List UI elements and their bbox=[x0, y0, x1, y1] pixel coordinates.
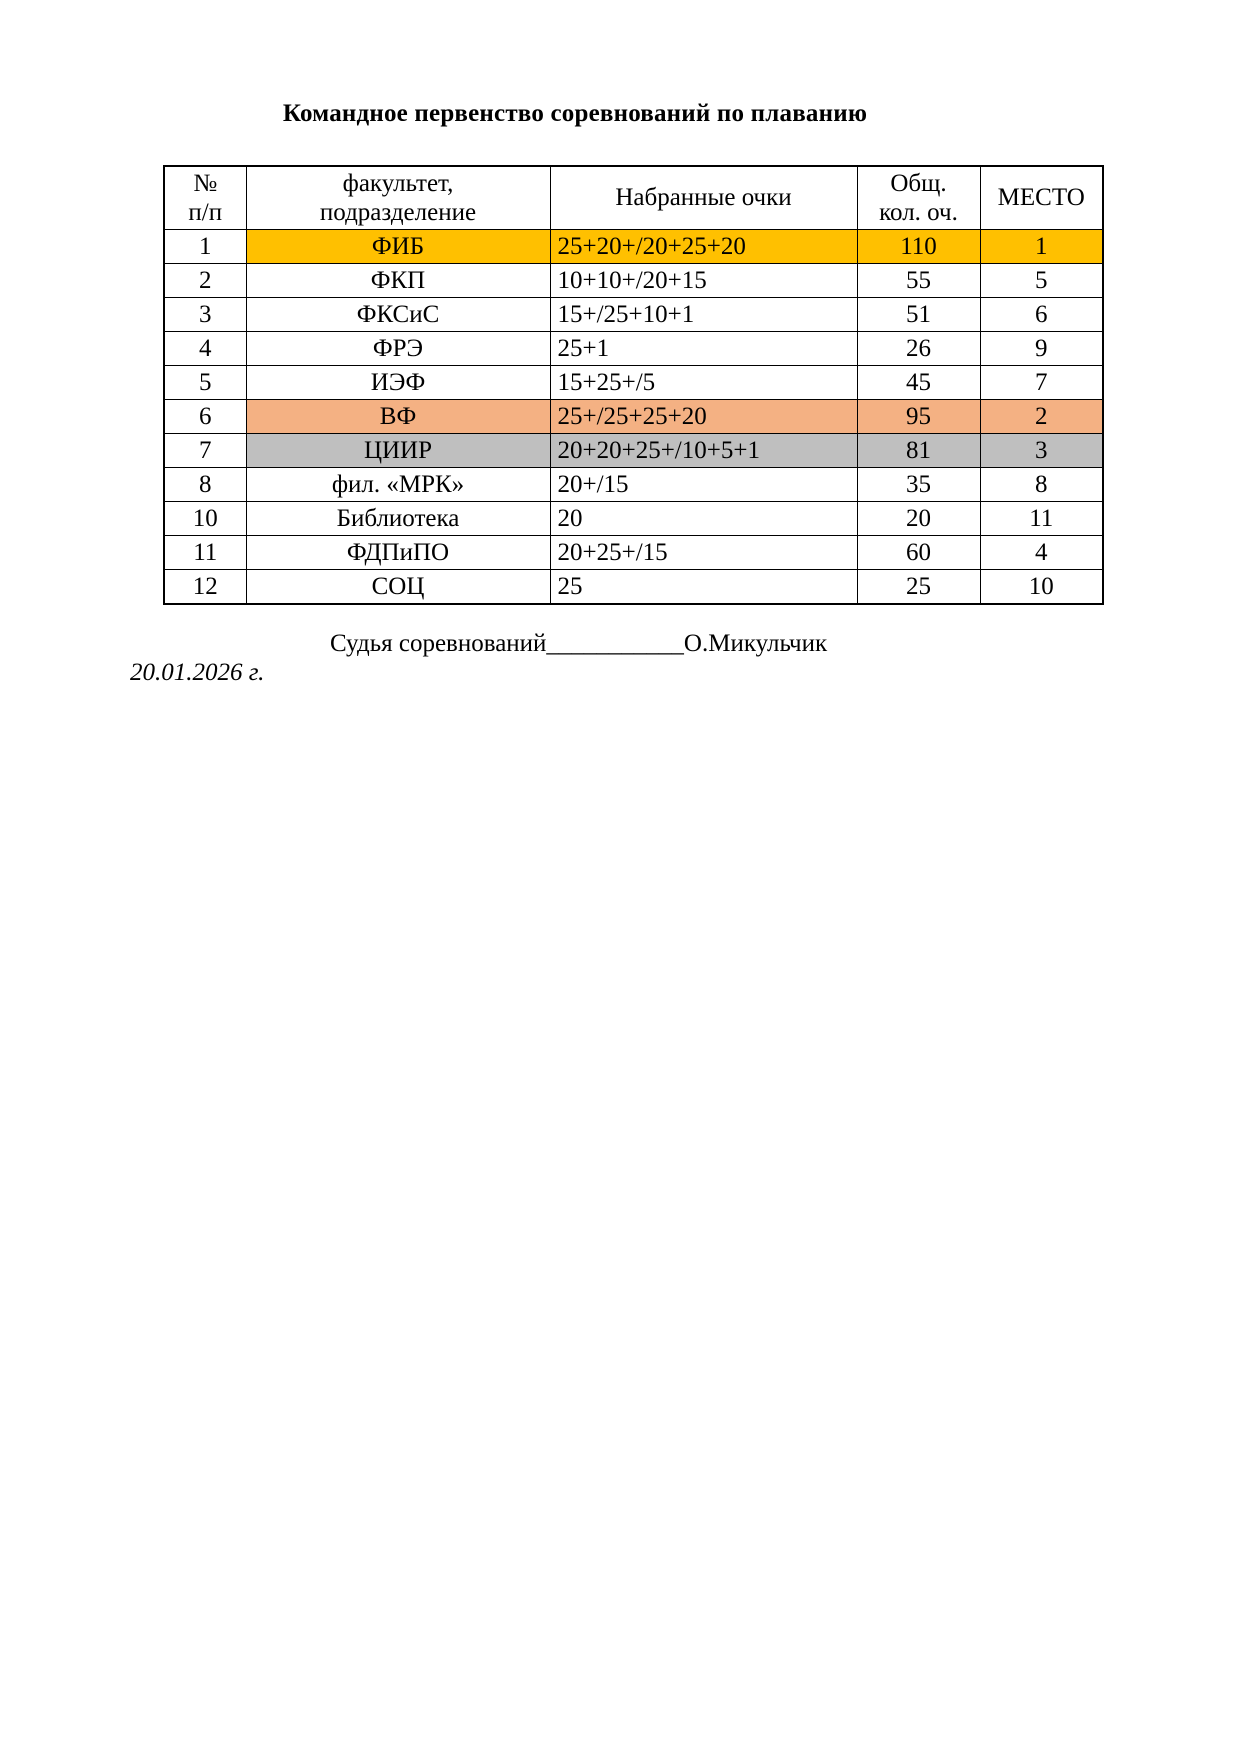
place-cell: 8 bbox=[979, 467, 1104, 502]
faculty-cell: Библиотека bbox=[245, 501, 551, 536]
place-cell: 6 bbox=[979, 297, 1104, 332]
table-row: 12 СОЦ 25 25 10 bbox=[163, 569, 1104, 605]
faculty-cell: ФКСиС bbox=[245, 297, 551, 332]
col-header-total-line1: Общ. bbox=[890, 169, 947, 197]
row-num-cell: 3 bbox=[163, 297, 247, 332]
total-cell: 20 bbox=[856, 501, 981, 536]
total-cell: 26 bbox=[856, 331, 981, 366]
points-cell: 15+/25+10+1 bbox=[549, 297, 858, 332]
table-row: 8 фил. «МРК» 20+/15 35 8 bbox=[163, 467, 1104, 502]
row-num-cell: 8 bbox=[163, 467, 247, 502]
page-title: Командное первенство соревнований по пла… bbox=[282, 100, 868, 127]
row-num-cell: 6 bbox=[163, 399, 247, 434]
faculty-cell: ЦИИР bbox=[245, 433, 551, 468]
table-row: 1 ФИБ 25+20+/20+25+20 110 1 bbox=[163, 229, 1104, 264]
place-cell: 11 bbox=[979, 501, 1104, 536]
faculty-cell: ИЭФ bbox=[245, 365, 551, 400]
table-row: 10 Библиотека 20 20 11 bbox=[163, 501, 1104, 536]
points-cell: 25+20+/20+25+20 bbox=[549, 229, 858, 264]
place-cell: 7 bbox=[979, 365, 1104, 400]
row-num-cell: 4 bbox=[163, 331, 247, 366]
col-header-total: Общ. кол. оч. bbox=[856, 165, 981, 230]
faculty-cell: ФКП bbox=[245, 263, 551, 298]
header-row: № п/п факультет, подразделение Набранные… bbox=[163, 165, 1104, 230]
row-num-cell: 12 bbox=[163, 569, 247, 605]
total-cell: 35 bbox=[856, 467, 981, 502]
table-row: 6 ВФ 25+/25+25+20 95 2 bbox=[163, 399, 1104, 434]
faculty-cell: ФИБ bbox=[245, 229, 551, 264]
results-table: № п/п факультет, подразделение Набранные… bbox=[163, 165, 1104, 605]
faculty-cell: ФДПиПО bbox=[245, 535, 551, 570]
faculty-cell: ВФ bbox=[245, 399, 551, 434]
total-cell: 81 bbox=[856, 433, 981, 468]
points-cell: 20+/15 bbox=[549, 467, 858, 502]
place-cell: 1 bbox=[979, 229, 1104, 264]
table-row: 7 ЦИИР 20+20+25+/10+5+1 81 3 bbox=[163, 433, 1104, 468]
row-num-cell: 10 bbox=[163, 501, 247, 536]
table-row: 4 ФРЭ 25+1 26 9 bbox=[163, 331, 1104, 366]
col-header-faculty: факультет, подразделение bbox=[245, 165, 551, 230]
judge-signature-line: Судья соревнований___________О.Микульчик bbox=[330, 630, 828, 657]
place-cell: 4 bbox=[979, 535, 1104, 570]
col-header-faculty-line2: подразделение bbox=[319, 199, 477, 226]
points-cell: 25+/25+25+20 bbox=[549, 399, 858, 434]
points-cell: 20+25+/15 bbox=[549, 535, 858, 570]
total-cell: 45 bbox=[856, 365, 981, 400]
row-num-cell: 2 bbox=[163, 263, 247, 298]
place-cell: 3 bbox=[979, 433, 1104, 468]
total-cell: 110 bbox=[856, 229, 981, 264]
faculty-cell: СОЦ bbox=[245, 569, 551, 605]
col-header-place: МЕСТО bbox=[979, 165, 1104, 230]
points-cell: 20 bbox=[549, 501, 858, 536]
col-header-points: Набранные очки bbox=[549, 165, 858, 230]
total-cell: 25 bbox=[856, 569, 981, 605]
faculty-cell: фил. «МРК» bbox=[245, 467, 551, 502]
row-num-cell: 7 bbox=[163, 433, 247, 468]
col-header-num: № п/п bbox=[163, 165, 247, 230]
points-cell: 10+10+/20+15 bbox=[549, 263, 858, 298]
row-num-cell: 1 bbox=[163, 229, 247, 264]
col-header-num-line1: № bbox=[193, 169, 218, 197]
table-row: 2 ФКП 10+10+/20+15 55 5 bbox=[163, 263, 1104, 298]
total-cell: 60 bbox=[856, 535, 981, 570]
faculty-cell: ФРЭ bbox=[245, 331, 551, 366]
col-header-faculty-line1: факультет, bbox=[342, 169, 454, 197]
points-cell: 15+25+/5 bbox=[549, 365, 858, 400]
total-cell: 55 bbox=[856, 263, 981, 298]
total-cell: 51 bbox=[856, 297, 981, 332]
total-cell: 95 bbox=[856, 399, 981, 434]
table-row: 11 ФДПиПО 20+25+/15 60 4 bbox=[163, 535, 1104, 570]
place-cell: 5 bbox=[979, 263, 1104, 298]
row-num-cell: 5 bbox=[163, 365, 247, 400]
row-num-cell: 11 bbox=[163, 535, 247, 570]
table-row: 3 ФКСиС 15+/25+10+1 51 6 bbox=[163, 297, 1104, 332]
table-body: 1 ФИБ 25+20+/20+25+20 110 1 2 ФКП 10+10+/20+15 5… bbox=[163, 229, 1104, 605]
table-row: 5 ИЭФ 15+25+/5 45 7 bbox=[163, 365, 1104, 400]
col-header-total-line2: кол. оч. bbox=[879, 199, 958, 226]
col-header-num-line2: п/п bbox=[188, 199, 223, 226]
date-line: 20.01.2026 г. bbox=[130, 659, 265, 686]
place-cell: 2 bbox=[979, 399, 1104, 434]
place-cell: 9 bbox=[979, 331, 1104, 366]
points-cell: 25+1 bbox=[549, 331, 858, 366]
points-cell: 20+20+25+/10+5+1 bbox=[549, 433, 858, 468]
points-cell: 25 bbox=[549, 569, 858, 605]
place-cell: 10 bbox=[979, 569, 1104, 605]
